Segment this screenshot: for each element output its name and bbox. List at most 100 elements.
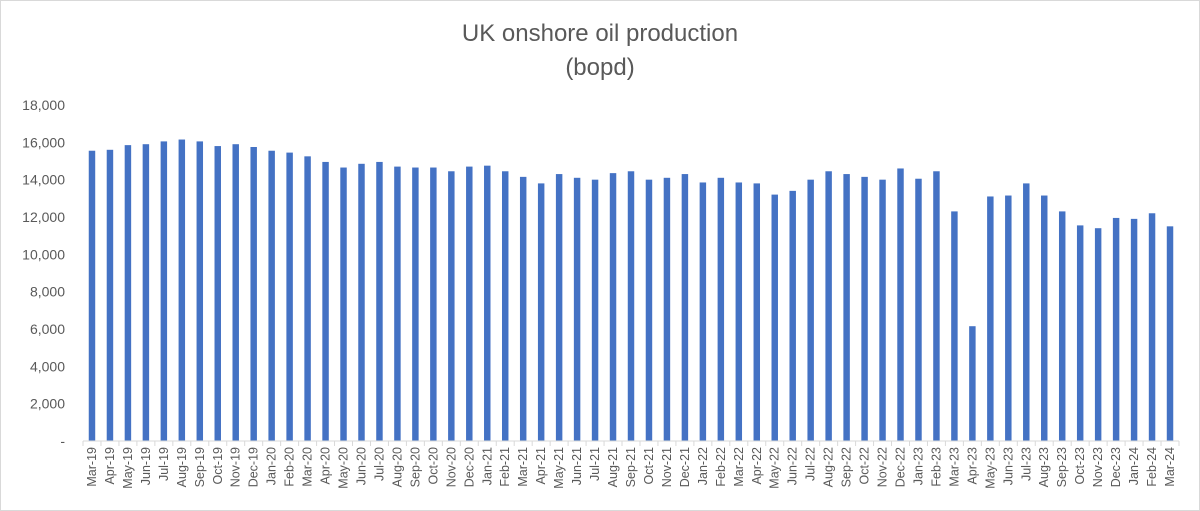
y-tick-label: 18,000 xyxy=(22,97,65,113)
x-tick-label: Apr-20 xyxy=(319,447,333,485)
x-tick-label: Feb-21 xyxy=(498,447,512,487)
x-tick-label: Nov-22 xyxy=(876,447,890,487)
bar-series xyxy=(88,139,1174,442)
x-tick-label: Nov-20 xyxy=(444,447,458,487)
y-tick-label: 6,000 xyxy=(30,321,65,337)
bar xyxy=(969,326,976,441)
bar xyxy=(1148,213,1156,441)
y-tick-label: 4,000 xyxy=(30,358,65,374)
bar xyxy=(789,190,796,441)
x-tick-label: Jul-22 xyxy=(804,447,818,481)
x-tick-label: May-23 xyxy=(983,447,997,489)
bar xyxy=(232,144,239,441)
bar xyxy=(1130,218,1138,441)
bar xyxy=(1166,226,1174,441)
bar xyxy=(879,179,886,441)
bar xyxy=(196,141,204,441)
y-tick-label: - xyxy=(60,433,65,449)
x-tick-label: Dec-22 xyxy=(894,447,908,487)
x-tick-label: Jan-20 xyxy=(265,447,279,485)
x-tick-label: Aug-21 xyxy=(606,447,620,487)
x-tick-label: Dec-21 xyxy=(678,447,692,487)
chart-title: UK onshore oil production xyxy=(462,20,738,47)
bar xyxy=(448,171,455,441)
x-tick-label: May-19 xyxy=(121,447,135,489)
bar xyxy=(645,179,653,441)
x-tick-label: Jun-21 xyxy=(570,447,584,485)
x-tick-label: Apr-21 xyxy=(534,447,548,485)
y-tick-label: 10,000 xyxy=(22,246,65,262)
bar xyxy=(466,166,473,441)
x-tick-label: Mar-22 xyxy=(732,447,746,487)
x-tick-label: May-22 xyxy=(768,447,782,489)
y-tick-label: 14,000 xyxy=(22,172,65,188)
bar xyxy=(663,177,671,442)
bar xyxy=(304,156,311,442)
bar xyxy=(430,167,437,442)
x-tick-label: Sep-21 xyxy=(624,447,638,487)
y-tick-label: 2,000 xyxy=(30,396,65,412)
bar xyxy=(825,171,832,441)
bar xyxy=(1023,183,1030,441)
x-tick-label: Sep-22 xyxy=(840,447,854,487)
x-tick-label: Mar-19 xyxy=(85,447,99,487)
bar xyxy=(214,146,221,442)
chart-subtitle: (bopd) xyxy=(565,54,634,81)
bar xyxy=(106,149,114,442)
bar xyxy=(124,145,132,441)
bar xyxy=(771,194,778,441)
x-tick-label: Mar-24 xyxy=(1163,447,1177,487)
bar xyxy=(1058,211,1066,441)
x-tick-label: Dec-19 xyxy=(247,447,261,487)
bar xyxy=(412,167,419,442)
bar xyxy=(484,165,491,441)
x-tick-label: Apr-23 xyxy=(965,447,979,485)
bar xyxy=(609,173,617,441)
x-tick-label: Aug-20 xyxy=(390,447,404,487)
x-tick-label: Aug-23 xyxy=(1037,447,1051,487)
x-tick-label: Oct-19 xyxy=(211,447,225,485)
bar xyxy=(555,174,563,442)
bar xyxy=(88,150,96,441)
x-axis: Mar-19 Apr-19 May-19 Jun-19 Jul-19 Aug-19 Sep-… xyxy=(82,440,1180,489)
x-tick-label: Jan-24 xyxy=(1127,447,1141,485)
x-tick-label: Nov-23 xyxy=(1091,447,1105,487)
x-tick-label: Aug-19 xyxy=(175,447,189,487)
y-tick-label: 12,000 xyxy=(22,209,65,225)
x-tick-label: Jan-21 xyxy=(480,447,494,485)
x-tick-label: Jul-23 xyxy=(1019,447,1033,481)
y-axis: - 2,000 4,000 6,000 8,000 10,000 12,000 14,000 1… xyxy=(22,97,65,449)
bar xyxy=(250,147,257,441)
bar xyxy=(591,179,599,441)
bar xyxy=(627,171,635,441)
x-tick-label: Oct-22 xyxy=(858,447,872,485)
bar xyxy=(340,167,347,442)
bar xyxy=(933,171,940,441)
x-tick-label: Feb-20 xyxy=(283,447,297,487)
bar xyxy=(807,179,814,441)
bar xyxy=(987,196,994,441)
bar xyxy=(358,163,365,442)
x-tick-label: Jun-20 xyxy=(354,447,368,485)
bar xyxy=(376,161,383,441)
x-tick-label: Apr-22 xyxy=(750,447,764,485)
bar xyxy=(394,166,401,441)
bar xyxy=(519,176,527,441)
x-tick-label: Feb-24 xyxy=(1145,447,1159,487)
x-tick-label: Sep-23 xyxy=(1055,447,1069,487)
bar xyxy=(951,211,958,441)
x-tick-label: May-21 xyxy=(552,447,566,489)
bar xyxy=(286,152,293,441)
x-tick-label: Jul-19 xyxy=(157,447,171,481)
x-tick-label: Nov-19 xyxy=(229,447,243,487)
bar xyxy=(843,174,850,442)
bar xyxy=(268,150,275,441)
x-tick-label: Jul-20 xyxy=(372,447,386,481)
x-tick-label: Jun-22 xyxy=(786,447,800,485)
x-tick-label: Jan-22 xyxy=(696,447,710,485)
x-tick-label: Dec-20 xyxy=(462,447,476,487)
bar xyxy=(681,174,689,442)
bar xyxy=(735,182,743,441)
bar xyxy=(322,161,329,441)
